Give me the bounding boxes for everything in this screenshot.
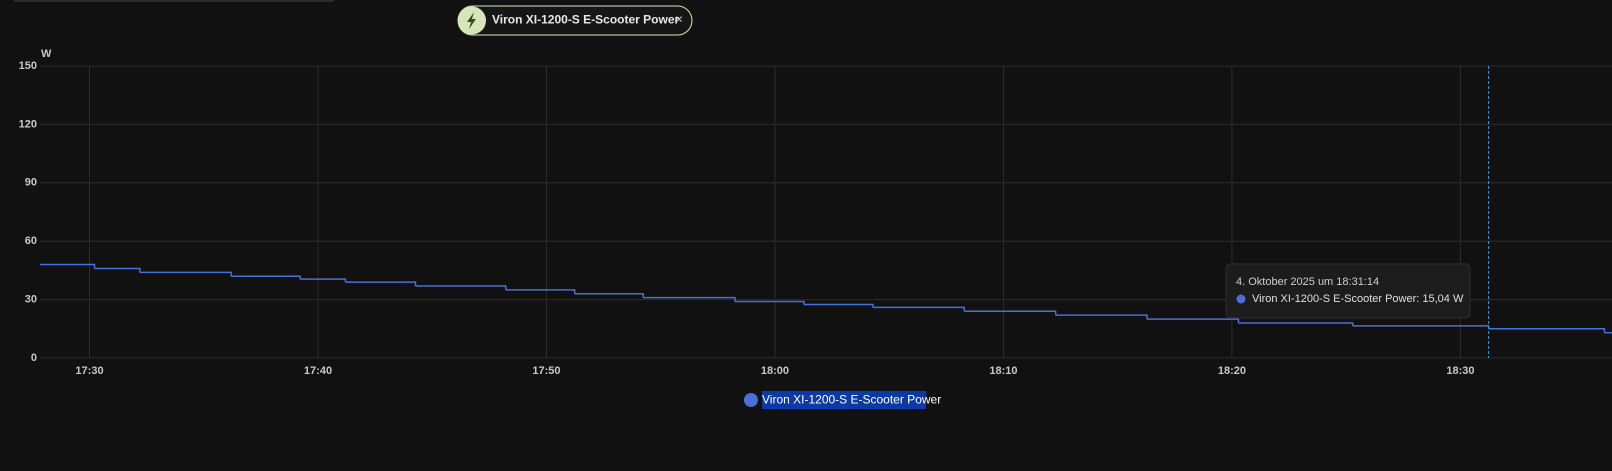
step-segment <box>415 285 507 290</box>
legend-label: Viron XI-1200-S E-Scooter Power <box>762 393 941 407</box>
step-segment <box>734 300 805 305</box>
step-segment <box>872 306 965 312</box>
tooltip-label: Viron XI-1200-S E-Scooter Power: 15,04 W <box>1252 293 1464 305</box>
top-bar <box>14 0 334 2</box>
step-segment <box>40 263 96 269</box>
step-segment <box>345 281 417 286</box>
step-segment <box>505 289 576 294</box>
step-segment <box>574 293 644 298</box>
tooltip-box <box>1225 263 1471 319</box>
chip-icon <box>467 12 476 29</box>
step-segment <box>300 278 347 283</box>
y-tick-label: 30 <box>25 294 37 306</box>
tooltip-dot <box>1236 294 1246 304</box>
y-tick-label: 0 <box>31 352 37 364</box>
legend-highlight <box>762 391 926 409</box>
step-segment <box>1055 314 1148 320</box>
y-tick-label: 150 <box>19 60 37 72</box>
chip-close[interactable]: × <box>675 11 683 26</box>
x-tick-label: 17:30 <box>75 365 103 377</box>
entity-chip[interactable]: Viron XI-1200-S E-Scooter Power × <box>457 5 693 36</box>
step-segment <box>1147 318 1240 323</box>
legend-item[interactable]: Viron XI-1200-S E-Scooter Power <box>744 391 941 409</box>
y-unit: W <box>41 48 52 60</box>
step-segment <box>231 275 301 280</box>
step-segment <box>1488 327 1606 333</box>
y-tick-label: 120 <box>19 118 37 130</box>
step-segment <box>643 296 736 302</box>
y-tick-label: 60 <box>25 235 37 247</box>
x-tick-label: 17:40 <box>304 365 332 377</box>
y-tick-label: 90 <box>25 177 37 189</box>
step-segment <box>139 271 232 277</box>
legend-marker <box>744 393 758 407</box>
x-tick-label: 18:20 <box>1218 365 1246 377</box>
chip-label: Viron XI-1200-S E-Scooter Power <box>492 13 680 27</box>
x-tick-label: 18:10 <box>989 365 1017 377</box>
step-segment <box>803 303 874 308</box>
step-segment <box>964 310 1057 316</box>
x-tick-label: 17:50 <box>532 365 560 377</box>
x-tick-label: 18:00 <box>761 365 789 377</box>
tooltip-title: 4. Oktober 2025 um 18:31:14 <box>1236 276 1379 288</box>
tooltip: 4. Oktober 2025 um 18:31:14 Viron XI-1200… <box>1225 263 1471 319</box>
x-tick-label: 18:30 <box>1446 365 1474 377</box>
step-segment <box>94 267 141 273</box>
step-segment <box>1238 322 1354 326</box>
